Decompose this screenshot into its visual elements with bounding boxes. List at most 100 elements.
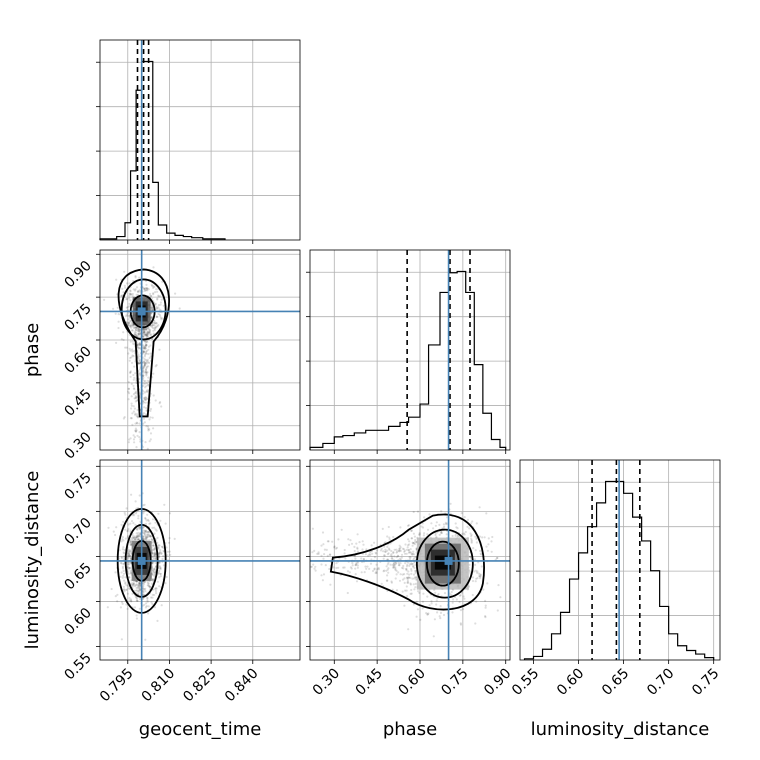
sample-point (128, 438, 131, 441)
sample-point (382, 550, 385, 553)
sample-point (157, 546, 160, 549)
sample-point (159, 572, 162, 576)
contour-mid-2 (415, 528, 474, 599)
sample-point (480, 565, 483, 568)
sample-point (413, 535, 416, 538)
sample-point (131, 354, 134, 357)
sample-point (151, 549, 154, 552)
sample-point (386, 568, 389, 571)
sample-point (487, 543, 490, 546)
sample-point (484, 616, 487, 619)
sample-point (129, 356, 132, 360)
sample-point (422, 534, 425, 537)
sample-point (154, 365, 157, 368)
sample-point (137, 590, 140, 593)
sample-point (320, 544, 323, 547)
sample-point (127, 555, 130, 558)
sample-point (130, 323, 133, 326)
sample-point (134, 536, 138, 539)
sample-point (142, 370, 145, 373)
sample-point (404, 562, 407, 565)
sample-point (470, 539, 473, 542)
sample-point (135, 586, 138, 590)
sample-point (143, 466, 145, 468)
panel-content-0 (100, 250, 300, 468)
sample-point (154, 569, 157, 572)
sample-point (135, 446, 138, 449)
sample-point (129, 543, 132, 547)
sample-point (329, 583, 332, 586)
sample-point (149, 535, 152, 538)
sample-point (142, 526, 145, 529)
sample-point (126, 306, 129, 309)
sample-point (356, 550, 359, 553)
density-2 (416, 537, 469, 590)
sample-point (129, 371, 132, 374)
tick-label-x-phase-2: 0.60 (395, 666, 428, 699)
sample-point (136, 434, 139, 437)
sample-point (490, 550, 493, 553)
sample-point (160, 552, 163, 556)
sample-point (335, 546, 339, 549)
sample-point (146, 335, 149, 338)
sample-point (142, 454, 144, 456)
sample-point (157, 295, 160, 298)
sample-point (137, 332, 140, 335)
sample-point (132, 583, 135, 586)
sample-point (408, 564, 411, 568)
sample-point (128, 597, 131, 600)
sample-point (355, 562, 358, 565)
sample-point (443, 592, 447, 595)
sample-point (142, 349, 145, 353)
sample-point (146, 332, 149, 335)
sample-point (369, 562, 373, 565)
sample-point (146, 287, 149, 290)
sample-point (423, 516, 426, 519)
sample-point (411, 552, 414, 555)
sample-point (162, 546, 165, 550)
sample-point (150, 333, 153, 336)
sample-point (144, 538, 147, 541)
sample-point (149, 294, 152, 298)
sample-point (145, 327, 148, 330)
sample-point (129, 319, 132, 322)
sample-point (412, 550, 415, 553)
sample-point (320, 574, 323, 577)
sample-point (137, 584, 141, 587)
sample-point (144, 362, 147, 365)
sample-point (165, 575, 168, 579)
sample-point (134, 429, 137, 432)
sample-point (321, 579, 324, 582)
sample-point (137, 328, 140, 331)
sample-point (145, 382, 148, 385)
sample-point (346, 591, 349, 595)
sample-point (127, 441, 130, 444)
sample-point (410, 569, 413, 572)
sample-point (470, 537, 473, 540)
sample-point (143, 532, 146, 535)
sample-point (407, 581, 410, 584)
sample-point (158, 569, 161, 573)
lines-layer (99, 40, 715, 660)
sample-point (144, 529, 147, 532)
sample-point (155, 305, 158, 308)
sample-point (120, 540, 123, 543)
sample-point (362, 558, 366, 561)
sample-point (404, 589, 407, 592)
sample-point (391, 588, 394, 591)
sample-point (135, 596, 138, 599)
sample-point (123, 556, 126, 559)
panel-content-2 (310, 460, 510, 660)
sample-point (150, 284, 154, 287)
sample-point (146, 582, 150, 585)
sample-point (129, 349, 132, 352)
sample-point (333, 545, 336, 548)
sample-point (124, 581, 127, 584)
sample-point (391, 557, 394, 561)
sample-point (129, 451, 131, 453)
sample-point (114, 571, 117, 574)
sample-point (131, 536, 134, 539)
sample-point (153, 547, 156, 550)
sample-point (458, 594, 461, 597)
sample-point (139, 440, 142, 443)
